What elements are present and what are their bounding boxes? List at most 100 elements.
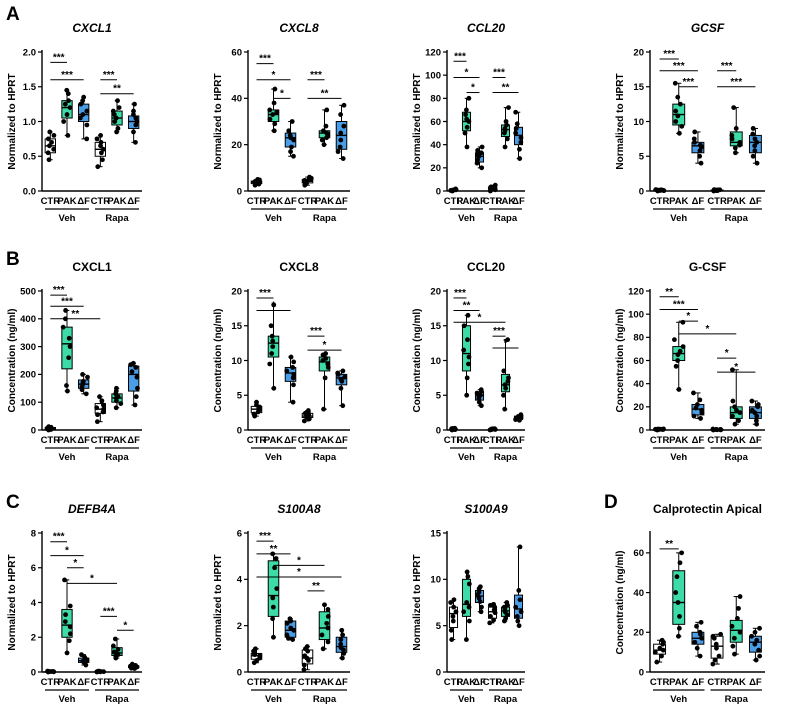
chart-title: G-CSF	[689, 260, 726, 274]
data-point	[319, 632, 325, 638]
data-point	[466, 361, 471, 367]
significance-label: ***	[673, 300, 685, 311]
data-point	[339, 627, 345, 633]
data-point	[698, 416, 703, 421]
data-point	[718, 631, 723, 637]
box-df	[335, 102, 348, 161]
data-point	[492, 426, 497, 432]
box-df	[77, 94, 90, 142]
data-point	[99, 398, 105, 404]
data-point	[79, 652, 84, 658]
y-tick-label: 60	[633, 548, 644, 559]
x-tick-label: PAK	[496, 677, 515, 688]
y-tick-label: 0	[31, 667, 36, 678]
data-point	[113, 405, 119, 411]
data-point	[325, 639, 331, 645]
x-tick-label: PAK	[315, 677, 334, 688]
data-point	[133, 365, 139, 370]
x-tick-label: PAK	[496, 196, 515, 207]
box-ctr	[653, 426, 667, 433]
x-tick-label: ΔF	[512, 435, 525, 446]
data-point	[269, 333, 275, 339]
data-point	[451, 597, 457, 603]
significance-label: *	[272, 70, 276, 81]
data-point	[729, 136, 735, 142]
data-point	[85, 374, 90, 380]
data-point	[325, 607, 331, 612]
box-pak	[318, 107, 331, 148]
data-point	[338, 385, 344, 391]
y-tick-label: 100	[20, 398, 36, 409]
data-point	[110, 108, 116, 114]
y-tick-label: 100	[425, 70, 441, 81]
data-point	[479, 165, 485, 171]
y-tick-label: 8	[31, 528, 36, 539]
data-point	[322, 602, 327, 608]
data-point	[341, 123, 347, 129]
group-label: Rapa	[105, 452, 129, 463]
data-point	[289, 144, 294, 150]
box-ctr	[301, 408, 314, 424]
box-pak	[61, 87, 73, 138]
data-point	[679, 550, 685, 556]
box-ctr	[94, 394, 106, 425]
data-point	[753, 657, 759, 663]
y-tick-label: 0.5	[23, 152, 37, 163]
data-point	[66, 638, 72, 644]
data-point	[325, 625, 331, 631]
data-point	[129, 661, 135, 667]
iqr-box	[672, 570, 686, 625]
data-point	[101, 146, 106, 152]
data-point	[516, 623, 522, 629]
data-point	[335, 149, 341, 155]
data-point	[478, 150, 484, 156]
box-ctr	[301, 644, 314, 673]
x-tick-label: CTR	[298, 677, 318, 688]
data-point	[729, 133, 735, 138]
box-pak	[461, 312, 472, 398]
data-point	[267, 107, 273, 113]
data-point	[653, 187, 659, 193]
data-point	[115, 98, 120, 104]
box-df	[748, 398, 762, 427]
box-df	[284, 119, 297, 159]
significance-label: ***	[454, 288, 466, 299]
data-point	[466, 618, 472, 624]
x-tick-label: ΔF	[127, 196, 140, 207]
data-point	[729, 623, 735, 629]
data-point	[749, 633, 754, 639]
y-tick-label: 1.0	[23, 117, 36, 128]
data-point	[267, 116, 273, 122]
data-point	[691, 136, 697, 142]
data-point	[658, 187, 664, 193]
data-point	[448, 600, 454, 605]
significance-label: ***	[673, 61, 685, 72]
data-point	[338, 641, 344, 647]
data-point	[676, 625, 682, 631]
data-point	[697, 653, 703, 659]
significance-label: ***	[663, 49, 675, 60]
data-point	[270, 616, 276, 622]
data-point	[517, 544, 523, 550]
data-point	[752, 629, 758, 635]
chart-a1: CXCL1 Normalized to HPRT 0.0 0.5 1.0 1.5 2.0 CT…	[7, 21, 142, 224]
data-point	[675, 352, 681, 358]
data-point	[465, 312, 471, 318]
data-point	[45, 150, 51, 156]
data-point	[698, 619, 704, 625]
box-ctr	[487, 182, 498, 194]
y-tick-label: 0	[436, 425, 441, 436]
data-point	[464, 375, 470, 381]
chart-title: CCL20	[467, 260, 505, 274]
significance-label: ***	[493, 326, 505, 337]
y-tick-label: 0	[436, 667, 441, 678]
x-tick-label: ΔF	[473, 196, 486, 207]
significance-label: ***	[103, 70, 115, 81]
box-ctr	[487, 426, 498, 433]
x-tick-label: CTR	[298, 196, 318, 207]
group-label: Veh	[458, 213, 475, 224]
data-point	[518, 412, 524, 418]
data-point	[736, 418, 741, 424]
data-point	[502, 406, 508, 412]
